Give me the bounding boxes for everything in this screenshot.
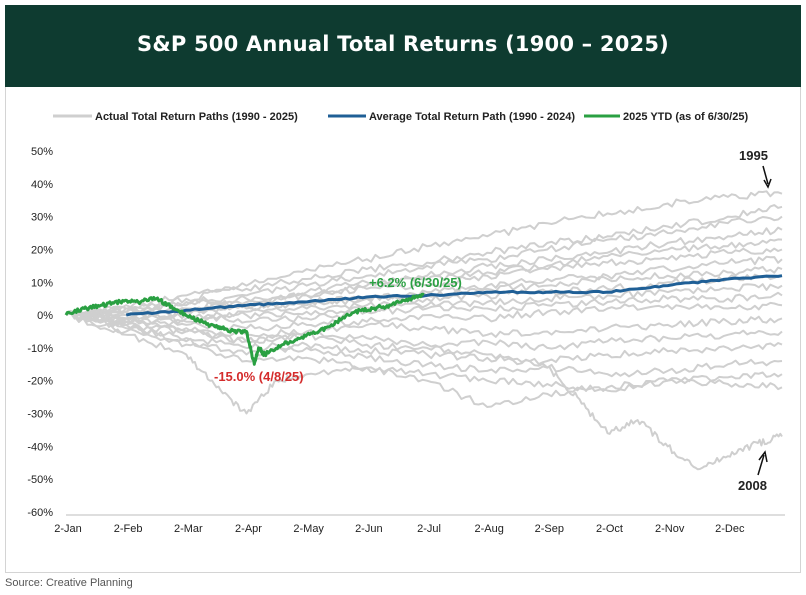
chart-title: S&P 500 Annual Total Returns (1900 – 202… — [137, 32, 669, 56]
return-path-line — [65, 311, 783, 365]
legend-label-ytd: 2025 YTD (as of 6/30/25) — [623, 111, 748, 123]
x-tick-label: 2-Feb — [114, 523, 143, 535]
ytd-path-line — [64, 292, 425, 366]
arrow-2008 — [757, 454, 765, 476]
source-note: Source: Creative Planning — [5, 577, 133, 589]
return-path-line — [65, 215, 783, 317]
annotation-ytd-value: +6.2% (6/30/25) — [369, 275, 462, 290]
x-tick-label: 2-May — [293, 523, 324, 535]
x-tick-label: 2-Aug — [474, 523, 503, 535]
return-path-line — [65, 226, 783, 317]
y-tick-label: -60% — [27, 507, 53, 519]
annotations: 1995 2008 +6.2% (6/30/25) -15.0% (4/8/25… — [214, 148, 772, 493]
return-path-line — [65, 312, 783, 415]
x-tick-label: 2-Sep — [535, 523, 564, 535]
y-tick-label: 30% — [31, 212, 53, 224]
y-tick-label: 40% — [31, 179, 53, 191]
annotation-2008: 2008 — [738, 478, 767, 493]
legend: Actual Total Return Paths (1990 - 2025) … — [53, 111, 748, 123]
x-tick-label: 2-Jul — [417, 523, 441, 535]
y-tick-label: 10% — [31, 277, 53, 289]
x-tick-label: 2-Jun — [355, 523, 383, 535]
return-path-line — [65, 311, 783, 471]
y-tick-label: 50% — [31, 146, 53, 158]
y-tick-label: -30% — [27, 409, 53, 421]
return-path-line — [65, 311, 783, 378]
y-tick-label: 0% — [37, 310, 53, 322]
annotation-ytd-low: -15.0% (4/8/25) — [214, 369, 304, 384]
legend-label-average: Average Total Return Path (1990 - 2024) — [369, 111, 575, 123]
return-path-line — [65, 301, 783, 332]
return-path-line — [65, 310, 783, 338]
legend-label-paths: Actual Total Return Paths (1990 - 2025) — [95, 111, 298, 123]
chart-frame — [5, 87, 801, 573]
x-tick-label: 2-Apr — [235, 523, 262, 535]
return-path-line — [65, 273, 783, 326]
x-tick-label: 2-Mar — [174, 523, 203, 535]
return-path-line — [65, 190, 783, 317]
y-tick-label: 20% — [31, 244, 53, 256]
arrow-1995 — [762, 165, 769, 185]
average-return-path — [125, 274, 783, 317]
return-path-line — [65, 247, 783, 319]
x-tick-label: 2-Jan — [54, 523, 82, 535]
arrowhead-1995 — [763, 178, 772, 189]
x-tick-label: 2-Nov — [655, 523, 685, 535]
y-tick-label: -20% — [27, 376, 53, 388]
return-path-line — [65, 283, 783, 325]
y-axis: 50% 40% 30% 20% 10% 0% -10% -20% -30% -40% -50% -60… — [27, 146, 53, 519]
x-tick-label: 2-Oct — [596, 523, 623, 535]
arrowhead-2008 — [758, 450, 768, 463]
x-tick-label: 2-Dec — [715, 523, 745, 535]
actual-return-paths — [65, 190, 783, 471]
annotation-1995: 1995 — [739, 148, 768, 163]
title-banner: S&P 500 Annual Total Returns (1900 – 202… — [5, 5, 801, 87]
y-tick-label: -50% — [27, 474, 53, 486]
average-path-line — [125, 274, 783, 317]
ytd-2025-path — [64, 292, 425, 366]
y-tick-label: -40% — [27, 441, 53, 453]
return-path-line — [65, 204, 783, 316]
x-axis: 2-Jan 2-Feb 2-Mar 2-Apr 2-May 2-Jun 2-Jul 2-Aug… — [54, 514, 785, 535]
y-tick-label: -10% — [27, 343, 53, 355]
